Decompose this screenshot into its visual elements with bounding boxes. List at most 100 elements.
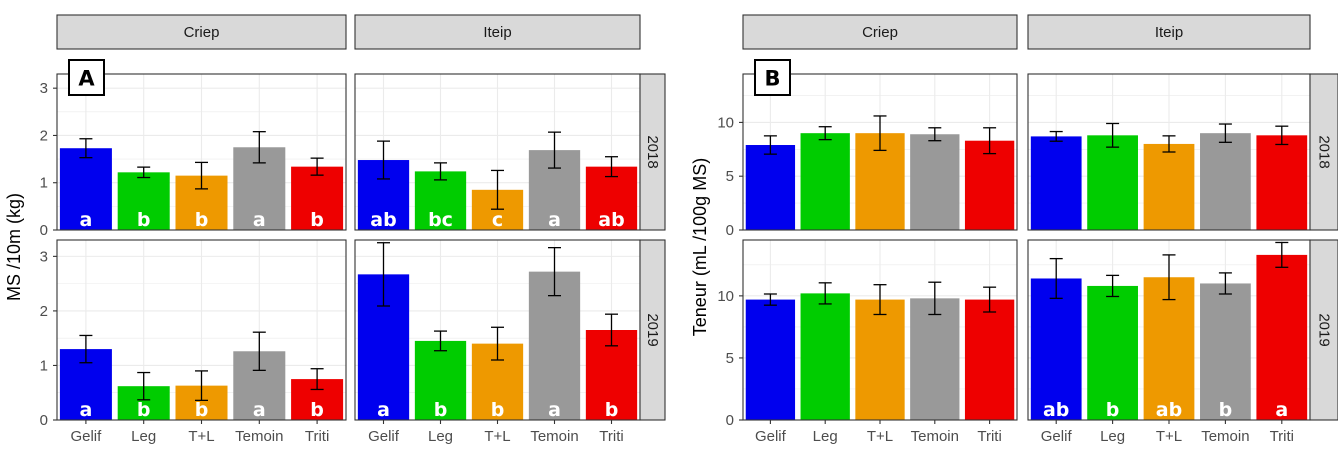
error-bar [377,140,390,180]
x-tick-label: Gelif [1041,428,1073,445]
row-strip-label: 2019 [644,313,661,346]
error-bar [434,330,447,352]
y-tick-label: 2 [40,127,48,144]
y-tick-label: 5 [726,350,734,367]
error-bar [195,370,208,402]
x-tick-label: Temoin [235,428,283,445]
error-bar [1218,272,1232,295]
x-tick-label: Leg [428,428,453,445]
significance-letter: b [605,399,619,421]
error-bar [548,131,561,169]
panel-tag-label: B [764,67,780,91]
bar-temoin [1200,133,1251,230]
column-strip [742,14,1018,50]
x-tick-label: Leg [131,428,156,445]
panel-tag-box [68,59,105,96]
column-strip [354,14,641,50]
error-bar [548,246,561,297]
significance-letter: ab [370,209,396,231]
x-tick-label: Leg [1100,428,1125,445]
significance-letter: ab [1156,399,1182,421]
significance-letter: b [434,399,448,421]
row-strip-label: 2019 [1316,313,1333,346]
y-axis-title: MS /10m (kg) [4,193,24,301]
significance-letter: b [137,209,151,231]
significance-letter: a [548,399,561,421]
bar-tl [855,299,905,420]
error-bar [605,156,618,178]
bar-temoin [528,271,581,420]
y-tick-label: 0 [40,412,48,429]
row-strip [1309,73,1338,231]
bar-gelif [1030,136,1082,230]
y-tick-label: 2 [40,303,48,320]
y-tick-label: 10 [717,288,734,305]
row-strip [639,239,666,421]
x-tick-label: Triti [977,428,1001,445]
significance-letter: a [253,399,266,421]
column-strip-label: Iteip [1155,24,1183,41]
error-bar [983,127,997,155]
bar-leg [800,133,850,230]
panel-criep-2018 [742,73,1018,231]
error-bar [491,326,504,361]
panel-tag-label: A [78,67,95,91]
error-bar [79,138,93,159]
panel-tag-b: B [754,59,791,96]
row-strip-label: 2018 [1316,135,1333,168]
significance-letter: b [1106,399,1120,421]
error-bar [1162,254,1176,301]
significance-letter: b [195,209,209,231]
error-bar [1049,257,1063,299]
error-bar [310,157,324,176]
significance-letter: c [492,209,503,231]
error-bar [137,166,151,179]
y-axis-title: Teneur (mL /100g MS) [690,158,710,336]
significance-letter: ab [1043,399,1069,421]
y-tick-label: 3 [40,80,48,97]
significance-letter: a [253,209,266,231]
x-tick-label: Triti [1270,428,1294,445]
error-bar [252,331,266,372]
error-bar [928,127,942,142]
x-tick-label: Triti [305,428,329,445]
chart-B: 0 5 10 0 5 10 Gelif Leg T+L Temoin Triti ab b ab b a Gel… [690,14,1338,445]
bar-leg [117,172,170,230]
x-tick-label: Temoin [1201,428,1249,445]
bar-leg [1087,285,1138,420]
significance-letter: a [79,399,92,421]
error-bar [252,131,266,164]
significance-letter: a [79,209,92,231]
error-bar [763,135,777,155]
bar-triti [291,166,344,230]
x-tick-label: T+L [1156,428,1182,445]
y-tick-label: 3 [40,248,48,265]
panel-iteip-2019: ab b ab b a [1027,239,1311,421]
error-bar [873,284,887,316]
error-bar [605,313,618,347]
panel-tag-box [754,59,791,96]
bar-tl [1143,143,1195,230]
bar-triti [964,299,1015,420]
significance-letter: ab [598,209,624,231]
bar-gelif [745,299,796,420]
x-tick-label: T+L [188,428,214,445]
bar-triti [1256,135,1308,230]
error-bar [1275,125,1289,146]
bar-temoin [910,298,960,420]
column-strip [56,14,347,50]
error-bar [310,368,324,391]
significance-letter: b [310,399,324,421]
bar-leg [414,340,467,420]
bar-leg [1087,135,1138,230]
bar-temoin [910,134,960,230]
error-bar [1049,130,1063,142]
y-tick-label: 10 [717,114,734,131]
panel-iteip-2018 [1027,73,1311,231]
x-tick-label: T+L [484,428,510,445]
x-tick-label: Leg [813,428,838,445]
x-tick-label: Gelif [368,428,400,445]
